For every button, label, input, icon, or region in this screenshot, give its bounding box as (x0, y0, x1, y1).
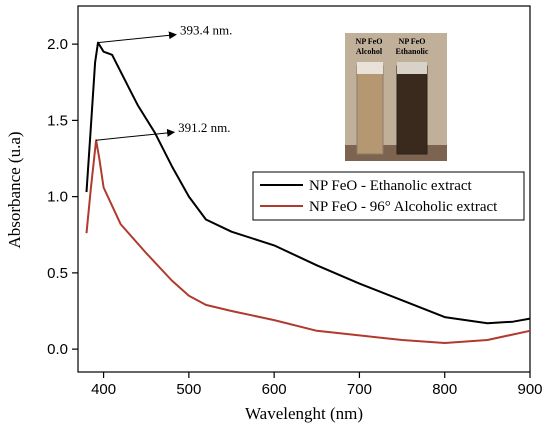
x-tick-label: 800 (432, 381, 457, 398)
vial-ethanolic (396, 65, 428, 155)
y-tick-label: 0.0 (47, 341, 68, 358)
annotation-arrow-1 (96, 128, 176, 141)
legend-label-alcoholic: NP FeO - 96° Alcoholic extract (309, 199, 498, 215)
legend: NP FeO - Ethanolic extract NP FeO - 96° … (252, 171, 525, 221)
vial-alcohol-label-line1: NP FeO (356, 37, 383, 46)
x-tick-label: 600 (262, 381, 287, 398)
y-tick-label: 0.5 (47, 265, 68, 282)
x-tick-label: 900 (517, 381, 542, 398)
y-tick-label: 1.5 (47, 112, 68, 129)
legend-box (252, 171, 525, 221)
x-axis-ticks: 400 500 600 700 800 900 (91, 372, 543, 398)
y-tick-label: 2.0 (47, 36, 68, 53)
y-axis-ticks: 0.0 0.5 1.0 1.5 2.0 (47, 36, 78, 358)
x-axis-label: Wavelenght (nm) (245, 404, 363, 423)
series-line-1 (85, 139, 531, 344)
vial-ethanolic-cap (397, 62, 427, 74)
vial-alcohol (356, 65, 384, 155)
vial-ethanolic-label-line1: NP FeO (399, 37, 426, 46)
y-tick-label: 1.0 (47, 189, 68, 206)
annotation-arrow-0 (97, 31, 177, 44)
series-line-0 (85, 41, 531, 325)
annotation-label-1: 391.2 nm. (178, 120, 230, 135)
vial-alcohol-label-line2: Alcohol (356, 47, 383, 56)
y-axis-label: Absorbance (u.a) (5, 131, 24, 248)
x-tick-label: 700 (347, 381, 372, 398)
plot-frame (77, 5, 531, 373)
annotation-label-0: 393.4 nm. (180, 23, 232, 38)
x-tick-label: 400 (91, 381, 116, 398)
x-tick-label: 500 (176, 381, 201, 398)
series-group (85, 41, 531, 344)
inset-photo: NP FeO Alcohol NP FeO Ethanolic (345, 33, 447, 161)
legend-label-ethanolic: NP FeO - Ethanolic extract (309, 178, 473, 194)
vial-ethanolic-label-line2: Ethanolic (396, 47, 429, 56)
annotation-group: 393.4 nm. 391.2 nm. (96, 23, 232, 141)
vial-alcohol-cap (357, 62, 383, 74)
